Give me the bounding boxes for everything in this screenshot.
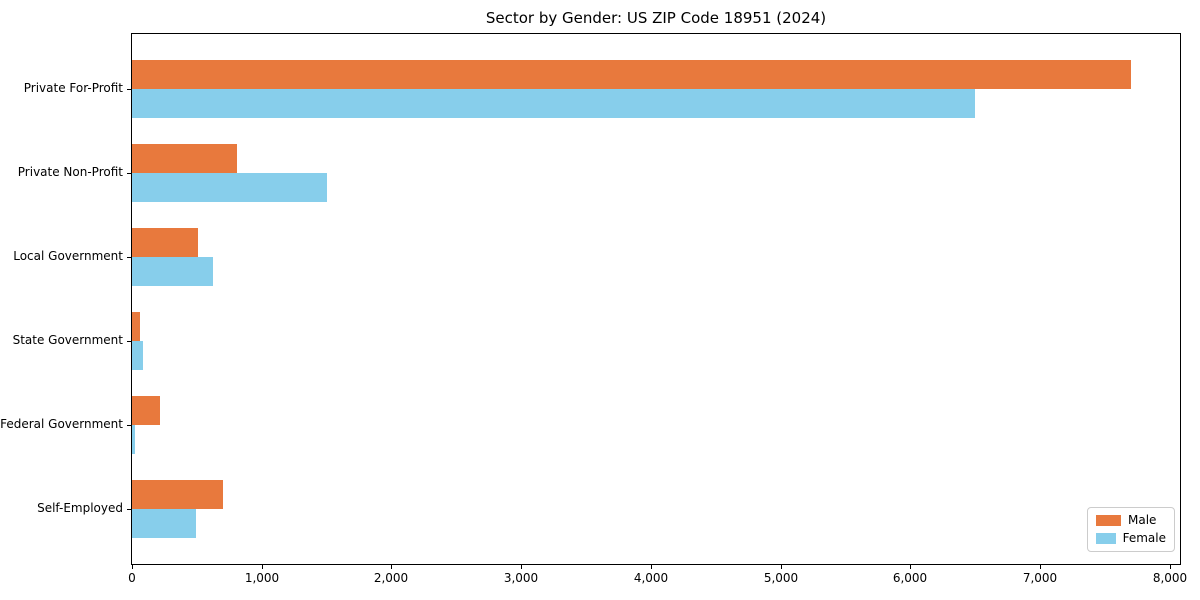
- x-tick-mark: [521, 565, 522, 569]
- x-tick-mark: [651, 565, 652, 569]
- y-axis-label: Federal Government: [0, 417, 123, 431]
- legend-item-male: Male: [1096, 514, 1166, 527]
- x-tick-mark: [910, 565, 911, 569]
- y-axis-label: State Government: [12, 333, 123, 347]
- x-tick-mark: [262, 565, 263, 569]
- bar-female-5: [132, 509, 196, 538]
- bar-female-4: [132, 425, 135, 454]
- x-tick-label: 5,000: [763, 571, 799, 585]
- x-tick-mark: [1040, 565, 1041, 569]
- legend-swatch-male: [1096, 515, 1121, 526]
- y-axis-label: Private For-Profit: [23, 81, 123, 95]
- x-tick-label: 6,000: [892, 571, 928, 585]
- y-tick-mark: [127, 425, 131, 426]
- bar-male-2: [132, 228, 198, 257]
- legend: Male Female: [1087, 507, 1175, 552]
- bar-female-0: [132, 89, 975, 118]
- x-tick-mark: [391, 565, 392, 569]
- y-tick-mark: [127, 89, 131, 90]
- bar-male-4: [132, 396, 160, 425]
- y-axis-label: Self-Employed: [37, 501, 123, 515]
- bar-male-3: [132, 312, 140, 341]
- y-tick-mark: [127, 509, 131, 510]
- x-tick-mark: [781, 565, 782, 569]
- y-tick-mark: [127, 257, 131, 258]
- x-tick-label: 2,000: [373, 571, 409, 585]
- y-axis-label: Local Government: [13, 249, 123, 263]
- x-tick-label: 3,000: [503, 571, 539, 585]
- x-tick-label: 8,000: [1152, 571, 1188, 585]
- bar-female-3: [132, 341, 143, 370]
- x-tick-label: 0: [128, 571, 136, 585]
- y-tick-mark: [127, 341, 131, 342]
- y-tick-mark: [127, 173, 131, 174]
- bar-male-5: [132, 480, 223, 509]
- bar-female-1: [132, 173, 327, 202]
- x-tick-label: 1,000: [244, 571, 280, 585]
- plot-area: [131, 33, 1181, 565]
- bar-male-1: [132, 144, 237, 173]
- x-tick-label: 4,000: [633, 571, 669, 585]
- x-tick-mark: [132, 565, 133, 569]
- bar-female-2: [132, 257, 213, 286]
- chart-title: Sector by Gender: US ZIP Code 18951 (202…: [485, 9, 827, 27]
- bar-male-0: [132, 60, 1131, 89]
- legend-item-female: Female: [1096, 532, 1166, 545]
- y-axis-label: Private Non-Profit: [17, 165, 123, 179]
- legend-swatch-female: [1096, 533, 1116, 544]
- x-tick-label: 7,000: [1022, 571, 1058, 585]
- legend-label-female: Female: [1122, 531, 1166, 545]
- legend-label-male: Male: [1128, 513, 1157, 527]
- x-tick-mark: [1170, 565, 1171, 569]
